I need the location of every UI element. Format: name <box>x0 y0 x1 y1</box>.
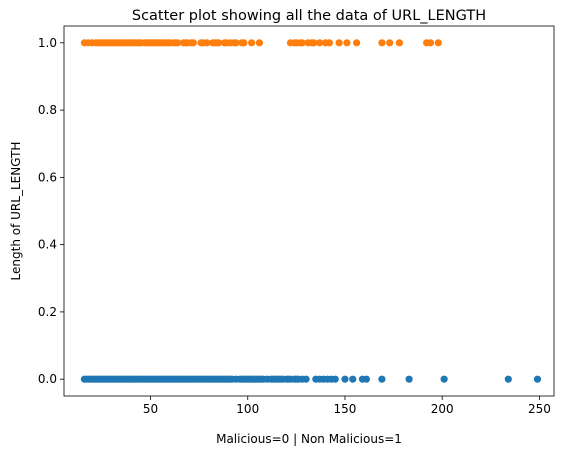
scatter-point <box>310 39 318 47</box>
scatter-point <box>378 39 386 47</box>
x-axis-ticks: 50 100 150 200 250 <box>143 396 551 416</box>
x-tick-label: 150 <box>334 402 357 416</box>
scatter-point <box>189 39 197 47</box>
scatter-point <box>302 375 310 383</box>
scatter-point <box>298 39 306 47</box>
y-tick-label: 1.0 <box>38 36 57 50</box>
scatter-point <box>331 375 339 383</box>
scatter-point <box>405 375 413 383</box>
scatter-point <box>504 375 512 383</box>
scatter-point <box>174 39 182 47</box>
y-axis-ticks: 0.0 0.2 0.4 0.6 0.8 1.0 <box>38 36 64 386</box>
scatter-point <box>255 39 264 47</box>
scatter-point <box>386 39 394 47</box>
y-tick-label: 0.8 <box>38 103 57 117</box>
points-layer <box>80 39 542 383</box>
scatter-point <box>533 375 542 383</box>
scatter-point <box>378 375 386 383</box>
scatter-point <box>325 39 334 47</box>
scatter-point <box>341 375 349 383</box>
y-tick-label: 0.6 <box>38 170 57 184</box>
scatter-point <box>343 39 351 47</box>
scatter-point <box>426 39 435 47</box>
y-tick-label: 0.2 <box>38 305 57 319</box>
scatter-point <box>203 39 211 47</box>
scatter-point <box>395 39 404 47</box>
scatter-point <box>362 375 370 383</box>
scatter-point <box>232 39 240 47</box>
scatter-point <box>349 375 357 383</box>
x-axis-label: Malicious=0 | Non Malicious=1 <box>216 432 402 446</box>
scatter-point <box>434 39 442 47</box>
y-axis-label: Length of URL_LENGTH <box>9 142 23 281</box>
chart-title: Scatter plot showing all the data of URL… <box>132 8 486 24</box>
x-tick-label: 250 <box>528 402 551 416</box>
y-tick-label: 0.0 <box>38 372 57 386</box>
x-tick-label: 200 <box>431 402 454 416</box>
scatter-point <box>214 39 223 47</box>
scatter-point <box>440 375 448 383</box>
scatter-point <box>353 39 361 47</box>
scatter-point <box>240 39 248 47</box>
scatter-point <box>316 39 324 47</box>
scatter-point <box>335 39 343 47</box>
x-tick-label: 50 <box>143 402 158 416</box>
scatter-point <box>248 39 256 47</box>
x-tick-label: 100 <box>236 402 259 416</box>
plot-frame <box>63 25 555 397</box>
y-tick-label: 0.4 <box>38 238 57 252</box>
